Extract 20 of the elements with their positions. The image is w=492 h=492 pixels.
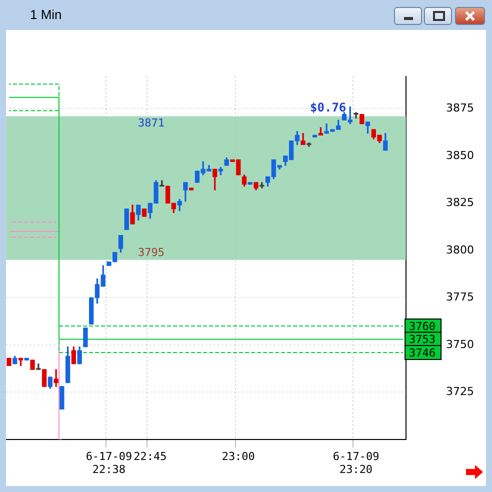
annotation: 3795 bbox=[138, 246, 165, 260]
y-tick-label: 3875 bbox=[446, 102, 474, 115]
data-label: 3753 bbox=[409, 333, 436, 346]
y-tick-label: 3850 bbox=[446, 148, 474, 162]
y-tick-label: 3825 bbox=[446, 196, 474, 210]
annotation: 3871 bbox=[138, 116, 165, 130]
y-tick-label: 3775 bbox=[446, 290, 474, 304]
x-tick-label: 6-17-09 22:38 bbox=[86, 450, 132, 476]
candlestick bbox=[54, 369, 58, 387]
candlestick bbox=[354, 112, 358, 118]
x-tick-label: 6-17-09 23:20 bbox=[332, 450, 380, 476]
annotation: $0.76 bbox=[310, 100, 346, 114]
x-tick-label: 22:45 bbox=[134, 450, 167, 463]
y-tick-label: 3750 bbox=[446, 338, 474, 351]
y-tick-label: 3800 bbox=[446, 243, 474, 256]
chart-title: 1 Min bbox=[30, 7, 62, 22]
data-label: 3760 bbox=[409, 320, 436, 333]
y-tick-label: 3725 bbox=[446, 385, 474, 398]
data-label: 3746 bbox=[409, 346, 436, 360]
x-tick-label: 23:00 bbox=[222, 450, 255, 463]
